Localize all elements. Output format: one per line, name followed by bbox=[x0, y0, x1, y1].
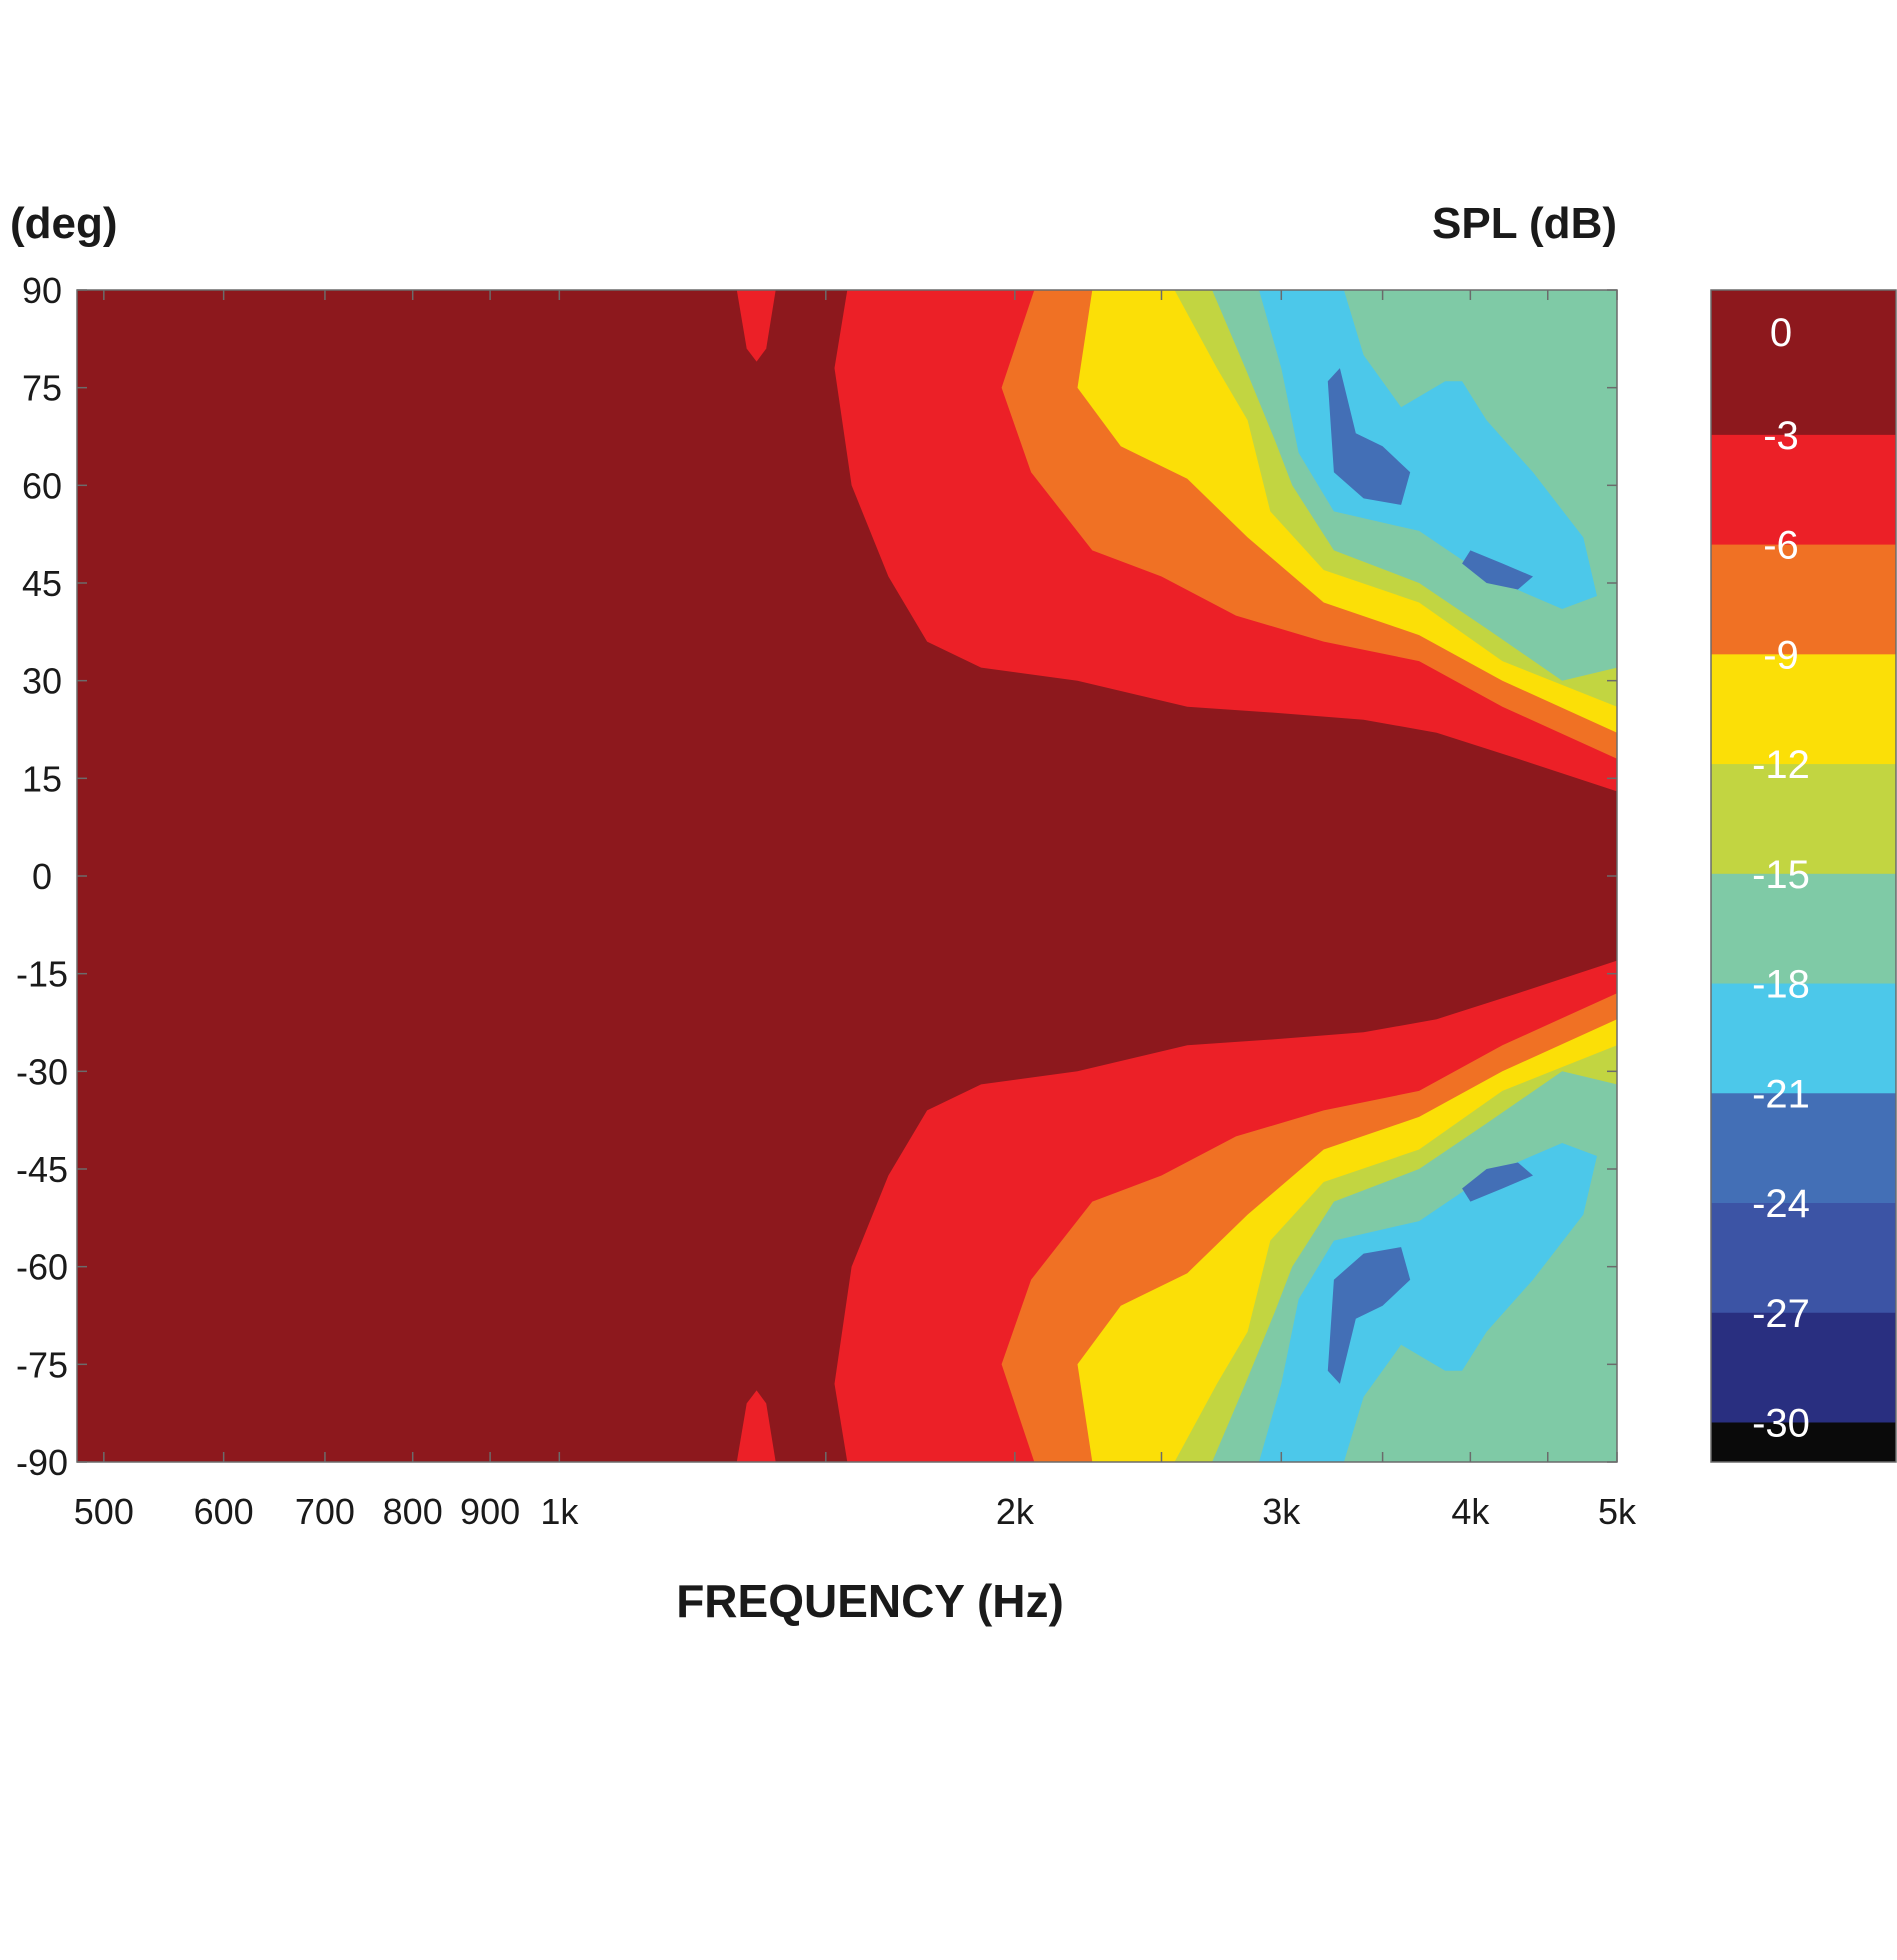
x-tick-label: 700 bbox=[295, 1491, 355, 1532]
colorbar-band bbox=[1711, 1093, 1896, 1204]
colorbar-band bbox=[1711, 983, 1896, 1094]
contour-region-upper-m21-7 bbox=[1327, 368, 1411, 505]
y-tick-label: 90 bbox=[22, 270, 62, 311]
x-tick-label: 2k bbox=[996, 1491, 1035, 1532]
colorbar-label-value: -18 bbox=[1752, 963, 1810, 1007]
y-tick-label: 30 bbox=[22, 661, 62, 702]
colorbar-label-value: 0 bbox=[1770, 311, 1792, 355]
y-tick-label: -75 bbox=[16, 1344, 68, 1385]
y-tick-label: -90 bbox=[16, 1442, 68, 1483]
colorbar: 0 -3 -6 -9 -12 -15 -18 -21 -24 -27 -30 bbox=[1710, 289, 1897, 1463]
colorbar-band bbox=[1711, 1312, 1896, 1423]
colorbar-band bbox=[1711, 434, 1896, 546]
y-tick-labels: 90 75 60 45 30 15 0 -15 -30 -45 -60 -75 -90 bbox=[16, 270, 68, 1483]
y-tick-label: 15 bbox=[22, 758, 62, 799]
colorbar-label-value: -9 bbox=[1763, 633, 1799, 677]
colorbar-label-value: -3 bbox=[1763, 414, 1799, 458]
colorbar-band bbox=[1711, 290, 1896, 436]
x-tick-label: 600 bbox=[194, 1491, 254, 1532]
colorbar-label-value: -12 bbox=[1752, 743, 1810, 787]
y-tick-label: 60 bbox=[22, 465, 62, 506]
colorbar-label-value: -30 bbox=[1752, 1401, 1810, 1445]
colorbar-label-value: -6 bbox=[1763, 524, 1799, 568]
colorbar-band bbox=[1711, 544, 1896, 655]
colorbar-band bbox=[1711, 1203, 1896, 1314]
colorbar-label-value: -27 bbox=[1752, 1292, 1810, 1336]
x-tick-label: 3k bbox=[1262, 1491, 1301, 1532]
colorbar-band bbox=[1711, 764, 1896, 875]
y-tick-label: -30 bbox=[16, 1051, 68, 1092]
x-tick-label: 800 bbox=[383, 1491, 443, 1532]
x-tick-label: 4k bbox=[1451, 1491, 1490, 1532]
x-tick-label: 5k bbox=[1598, 1491, 1637, 1532]
y-tick-label: -45 bbox=[16, 1149, 68, 1190]
y-axis-label: (deg) bbox=[10, 199, 118, 248]
contour-layer bbox=[77, 290, 1617, 1462]
contour-region-lower-m3-0 bbox=[736, 1390, 776, 1462]
contour-region-lower-m21-8 bbox=[1462, 1162, 1533, 1202]
colorbar-label-value: -24 bbox=[1752, 1182, 1810, 1226]
contour-region-lower-m18-6 bbox=[1259, 1143, 1597, 1462]
axis-ticks bbox=[77, 289, 1618, 1463]
colorbar-label-value: -21 bbox=[1752, 1072, 1810, 1116]
x-tick-label: 900 bbox=[460, 1491, 520, 1532]
colorbar-frame bbox=[1710, 289, 1897, 1463]
x-tick-labels: 500 600 700 800 900 1k 2k 3k 4k 5k bbox=[74, 1491, 1637, 1532]
contour-region-upper-m3-0 bbox=[736, 290, 776, 362]
colorbar-band bbox=[1711, 873, 1896, 985]
colorbar-label-value: -15 bbox=[1752, 853, 1810, 897]
x-axis-label: FREQUENCY (Hz) bbox=[676, 1575, 1064, 1627]
contour-region-lower-m21-7 bbox=[1327, 1247, 1411, 1384]
y-tick-label: -60 bbox=[16, 1247, 68, 1288]
contour-region-upper-m21-8 bbox=[1462, 550, 1533, 590]
y-tick-label: 45 bbox=[22, 563, 62, 604]
y-tick-label: 0 bbox=[32, 856, 52, 897]
contour-region-upper-m18-6 bbox=[1259, 290, 1597, 609]
colorbar-label: SPL (dB) bbox=[1432, 199, 1617, 248]
x-tick-label: 1k bbox=[540, 1491, 579, 1532]
y-tick-label: -15 bbox=[16, 954, 68, 995]
colorbar-band bbox=[1711, 1422, 1896, 1463]
x-tick-label: 500 bbox=[74, 1491, 134, 1532]
y-tick-label: 75 bbox=[22, 368, 62, 409]
colorbar-band bbox=[1711, 654, 1896, 765]
